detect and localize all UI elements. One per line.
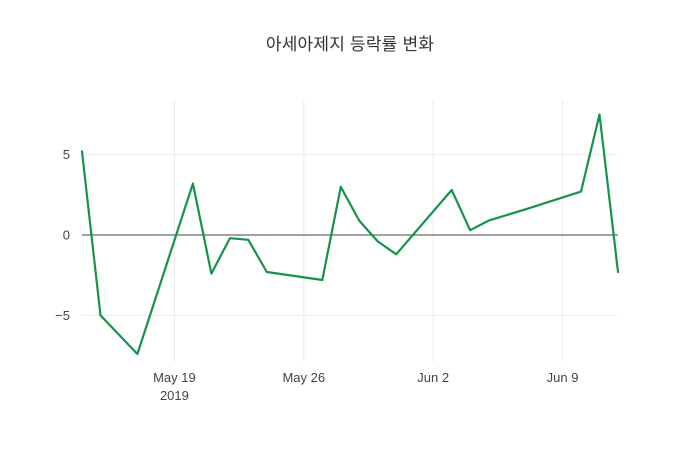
x-tick-sublabel: 2019 <box>160 388 189 403</box>
x-tick-label: May 26 <box>282 370 325 385</box>
x-tick-label: May 19 <box>153 370 196 385</box>
y-tick-label: 5 <box>63 147 70 162</box>
y-tick-label: −5 <box>55 308 70 323</box>
x-tick-label: Jun 9 <box>547 370 579 385</box>
chart-title: 아세아제지 등락률 변화 <box>265 35 435 54</box>
x-tick-label: Jun 2 <box>417 370 449 385</box>
y-tick-label: 0 <box>63 228 70 243</box>
price-line <box>80 113 620 356</box>
